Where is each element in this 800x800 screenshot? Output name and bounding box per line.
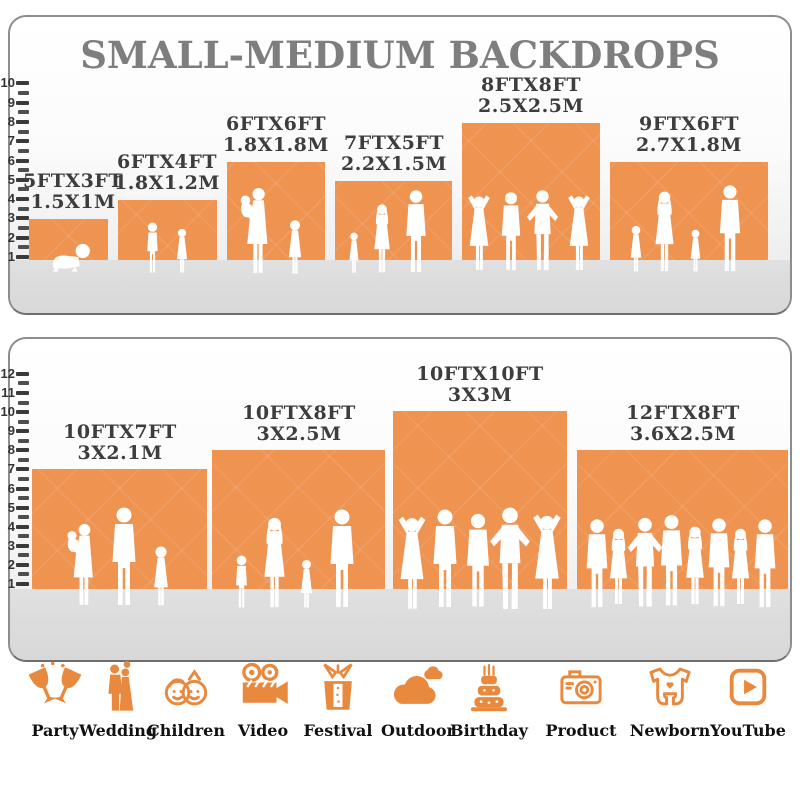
- birthday-icon: [471, 663, 507, 712]
- backdrop-label: 8FTX8FT 2.5X2.5M: [478, 74, 584, 117]
- children-icon: [164, 669, 208, 706]
- mother-child-silhouette: [62, 522, 102, 606]
- category-label: Festival: [303, 721, 373, 740]
- product-icon: [560, 670, 602, 705]
- child-silhouette: [230, 554, 253, 608]
- man-silhouette: [495, 191, 527, 271]
- backdrop-label: 10FTX8FT 3X2.5M: [242, 402, 356, 445]
- category-children: Children: [140, 660, 232, 740]
- backdrop-label: 9FTX6FT 2.7X1.8M: [636, 113, 742, 156]
- page-title: SMALL-MEDIUM BACKDROPS: [80, 33, 720, 77]
- baby-silhouette: [47, 242, 93, 272]
- category-outdoor: Outdoor: [372, 660, 464, 740]
- woman-silhouette: [525, 512, 569, 610]
- category-label: Wedding: [78, 721, 158, 740]
- mother-child-silhouette: [235, 186, 277, 274]
- man-silhouette: [399, 189, 433, 273]
- party-icon: [28, 661, 82, 704]
- backdrop-label: 12FTX8FT 3.6X2.5M: [626, 402, 740, 445]
- category-video: Video: [217, 660, 309, 740]
- category-label: Outdoor: [381, 721, 455, 740]
- man-silhouette: [712, 184, 748, 272]
- category-label: YouTube: [710, 721, 786, 740]
- backdrop-label: 6FTX4FT 1.8X1.2M: [114, 151, 220, 194]
- backdrop-9ftx6ft: [610, 162, 768, 260]
- backdrop-6ftx6ft: [227, 162, 325, 260]
- backdrop-12ftx8ft: [577, 450, 788, 589]
- category-label: Video: [237, 721, 289, 740]
- backdrop-label: 10FTX7FT 3X2.1M: [63, 421, 177, 464]
- backdrop-10ftx8ft: [212, 450, 385, 589]
- backdrop-7ftx5ft: [335, 181, 452, 260]
- girl-silhouette: [626, 224, 646, 272]
- backdrop-5ftx3ft: [29, 219, 108, 260]
- man-silhouette: [322, 508, 362, 608]
- category-festival: Festival: [292, 660, 384, 740]
- child-silhouette: [296, 558, 317, 608]
- category-newborn: Newborn: [624, 660, 716, 740]
- backdrop-label: 6FTX6FT 1.8X1.8M: [223, 113, 329, 156]
- backdrop-6ftx4ft: [118, 200, 217, 260]
- category-label: Product: [545, 721, 617, 740]
- girl-silhouette: [172, 227, 192, 273]
- girl-silhouette: [148, 544, 174, 606]
- backdrop-label: 5FTX3FT 1.5X1M: [23, 170, 123, 213]
- category-label: Children: [147, 721, 225, 740]
- festival-icon: [323, 663, 353, 710]
- backdrop-label: 7FTX5FT 2.2X1.5M: [341, 132, 447, 175]
- wedding-icon: [108, 661, 134, 711]
- outdoor-icon: [393, 666, 443, 704]
- man-silhouette: [524, 189, 561, 271]
- backdrop-10ftx10ft: [393, 411, 567, 589]
- floor: [10, 260, 790, 313]
- backdrop-label: 10FTX10FT 3X3M: [416, 363, 544, 406]
- girl-silhouette: [283, 218, 307, 274]
- category-label: Party: [31, 721, 79, 740]
- girl-silhouette: [686, 228, 705, 272]
- boy-silhouette: [142, 221, 163, 273]
- man-silhouette: [747, 518, 783, 608]
- woman-silhouette: [367, 203, 397, 273]
- newborn-icon: [649, 667, 691, 706]
- man-silhouette: [104, 506, 144, 606]
- category-wedding: Wedding: [72, 660, 164, 740]
- category-label: Birthday: [450, 721, 528, 740]
- toddler-silhouette: [345, 231, 363, 273]
- backdrop-10ftx7ft: [32, 469, 207, 589]
- category-label: Newborn: [629, 721, 711, 740]
- backdrop-8ftx8ft: [462, 123, 600, 260]
- category-party: Party: [9, 660, 101, 740]
- woman-silhouette: [648, 190, 681, 272]
- floor: [10, 589, 790, 660]
- category-product: Product: [535, 660, 627, 740]
- category-birthday: Birthday: [443, 660, 535, 740]
- woman-silhouette: [256, 516, 293, 608]
- category-youtube: YouTube: [702, 660, 794, 740]
- youtube-icon: [729, 668, 767, 706]
- woman-silhouette: [462, 193, 496, 271]
- video-icon: [242, 662, 288, 704]
- woman-silhouette: [562, 193, 596, 271]
